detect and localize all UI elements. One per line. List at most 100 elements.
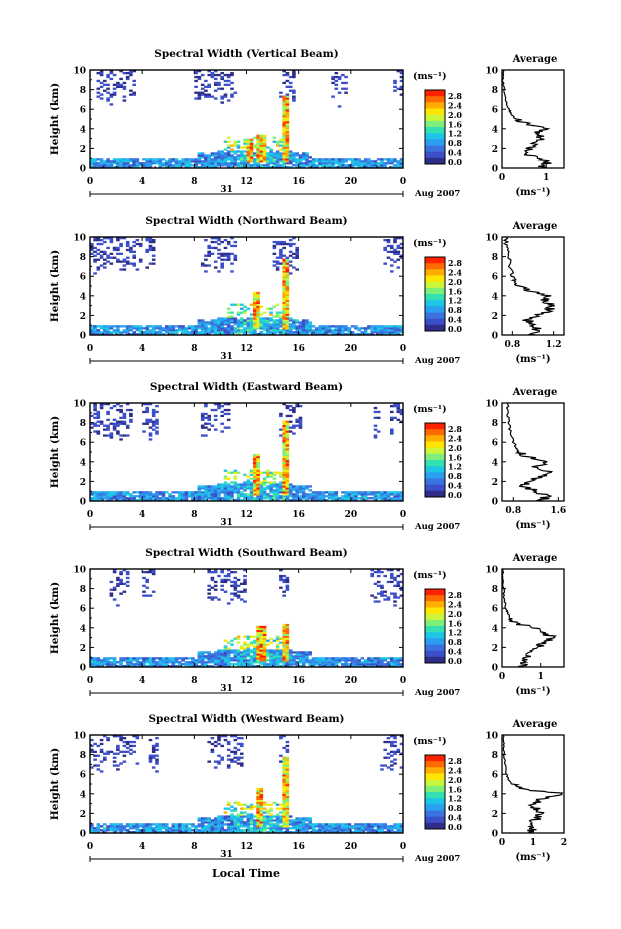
- heatmap-cell: [370, 594, 374, 597]
- heatmap-cell: [204, 497, 208, 500]
- heatmap-cell: [275, 144, 280, 147]
- heatmap-cell: [256, 475, 260, 478]
- heatmap-cell: [207, 158, 211, 161]
- heatmap-cell: [282, 653, 286, 656]
- heatmap-cell: [282, 319, 286, 322]
- heatmap-cell: [334, 83, 339, 86]
- heatmap-cell: [220, 158, 224, 161]
- heatmap-cell: [103, 497, 107, 500]
- heatmap-cell: [298, 327, 303, 330]
- heatmap-cell: [311, 162, 316, 165]
- heatmap-cell: [161, 665, 166, 668]
- heatmap-cell: [285, 629, 290, 633]
- heatmap-cell: [138, 260, 143, 263]
- heatmap-cell: [279, 481, 283, 484]
- heatmap-cell: [142, 430, 146, 433]
- heatmap-cell: [204, 817, 208, 820]
- heatmap-cell: [305, 319, 309, 322]
- profile-trace: [502, 236, 555, 336]
- profile-frame: [501, 236, 565, 336]
- heatmap-cell: [282, 95, 286, 98]
- heatmap-cell: [158, 661, 163, 664]
- heatmap-cell: [249, 823, 254, 826]
- heatmap-cell: [279, 414, 283, 418]
- heatmap-cell: [240, 323, 244, 326]
- heatmap-cell: [390, 576, 394, 580]
- heatmap-cell: [122, 325, 127, 328]
- heatmap-cell: [217, 497, 221, 500]
- colorbar-swatch: [425, 263, 445, 270]
- heatmap-cell: [249, 829, 254, 832]
- heatmap-cell: [279, 487, 283, 490]
- heatmap-cell: [285, 428, 290, 431]
- heatmap-cell: [226, 242, 231, 246]
- heatmap-cell: [253, 469, 257, 472]
- heatmap-cell: [236, 665, 241, 668]
- heatmap-cell: [249, 819, 254, 822]
- heatmap-cell: [285, 493, 290, 496]
- heatmap-cell: [148, 333, 153, 336]
- heatmap-cell: [184, 495, 189, 498]
- heatmap-cell: [145, 166, 149, 169]
- heatmap-cell: [328, 160, 332, 163]
- heatmap-cell: [292, 410, 296, 414]
- heatmap-cell: [148, 164, 153, 167]
- heatmap-cell: [236, 661, 241, 664]
- heatmap-cell: [184, 164, 189, 167]
- panel-title: Spectral Width (Vertical Beam): [154, 48, 338, 60]
- colorbar-tick-label: 1.6: [448, 286, 462, 296]
- heatmap-cell: [249, 313, 254, 316]
- heatmap-cell: [315, 499, 319, 502]
- heatmap-cell: [253, 467, 257, 470]
- heatmap-cell: [155, 754, 159, 757]
- heatmap-cell: [122, 258, 127, 261]
- heatmap-cell: [99, 770, 104, 773]
- heatmap-cell: [249, 663, 254, 666]
- heatmap-cell: [210, 331, 215, 334]
- heatmap-cell: [282, 813, 286, 816]
- heatmap-cell: [132, 499, 136, 502]
- heatmap-cell: [112, 571, 117, 574]
- heatmap-cell: [106, 418, 110, 421]
- heatmap-cell: [230, 485, 234, 488]
- heatmap-cell: [285, 807, 290, 810]
- heatmap-cell: [386, 825, 391, 828]
- heatmap-cell: [321, 659, 326, 662]
- heatmap-cell: [318, 160, 322, 163]
- profile-y-tick-label: 6: [492, 439, 498, 449]
- heatmap-cell: [262, 140, 267, 143]
- heatmap-cell: [246, 819, 251, 822]
- heatmap-cell: [240, 653, 244, 656]
- heatmap-cell: [279, 152, 283, 155]
- heatmap-cell: [279, 829, 283, 832]
- heatmap-cell: [230, 491, 234, 494]
- heatmap-cell: [396, 827, 401, 830]
- heatmap-cell: [386, 250, 391, 253]
- heatmap-cell: [324, 657, 329, 660]
- heatmap-cell: [301, 497, 306, 500]
- heatmap-cell: [288, 331, 293, 334]
- heatmap-cell: [220, 327, 224, 330]
- heatmap-cell: [197, 651, 202, 654]
- heatmap-cell: [282, 782, 286, 785]
- heatmap-cell: [112, 256, 117, 259]
- heatmap-cell: [266, 811, 270, 814]
- heatmap-cell: [360, 497, 365, 500]
- heatmap-cell: [292, 489, 296, 492]
- heatmap-cell: [135, 829, 140, 832]
- heatmap-cell: [90, 426, 94, 429]
- heatmap-cell: [249, 649, 254, 652]
- heatmap-cell: [337, 91, 342, 94]
- heatmap-cell: [321, 491, 326, 494]
- heatmap-cell: [158, 659, 163, 662]
- heatmap-cell: [132, 70, 136, 73]
- heatmap-cell: [266, 469, 270, 472]
- y-tick-label: 4: [80, 458, 86, 468]
- heatmap-cell: [256, 787, 260, 791]
- x-tick-label: 20: [345, 676, 358, 686]
- heatmap-cell: [272, 156, 277, 159]
- heatmap-cell: [308, 331, 312, 334]
- heatmap-cell: [350, 831, 355, 834]
- heatmap-cell: [168, 325, 172, 328]
- heatmap-cell: [132, 240, 136, 244]
